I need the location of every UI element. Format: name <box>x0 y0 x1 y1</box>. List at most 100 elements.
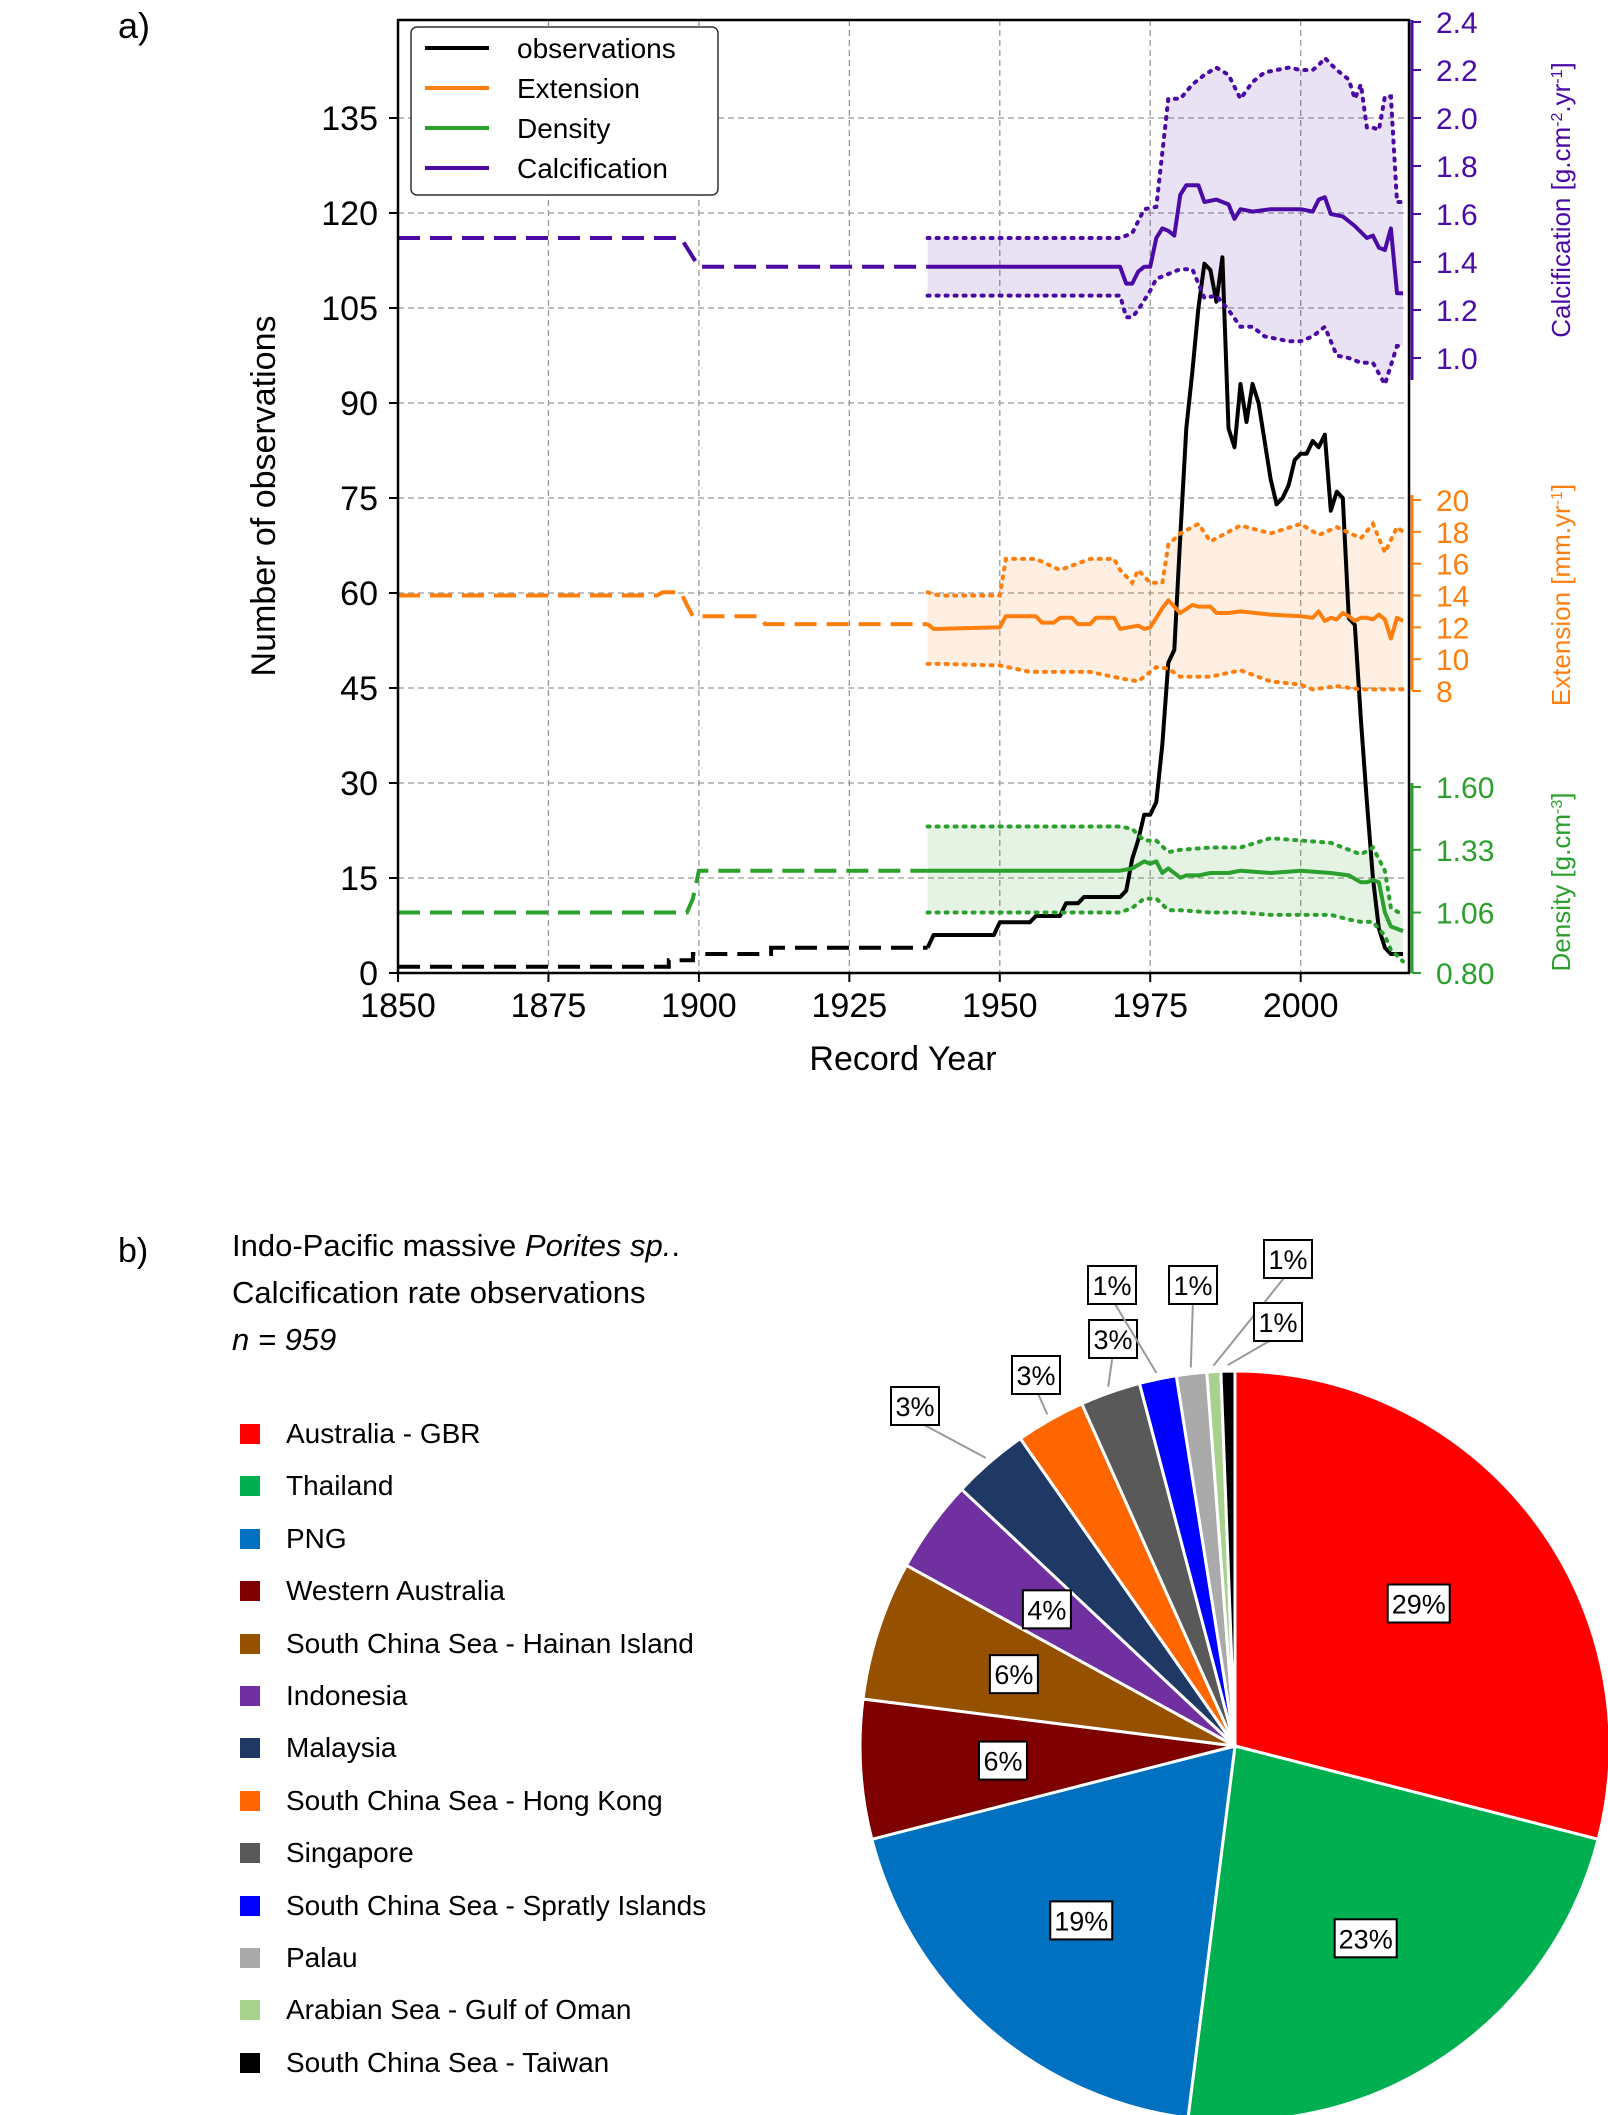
pie-leader-line <box>1111 1298 1158 1374</box>
panel-b-label: b) <box>118 1232 148 1270</box>
pie-legend-label: Western Australia <box>286 1575 505 1607</box>
x-tick-label: 1975 <box>1112 987 1188 1025</box>
extension-axis-title: Extension [mm.yr-1] <box>1546 484 1576 706</box>
density-tick-label: 1.06 <box>1436 898 1494 931</box>
extension-line <box>926 598 1404 641</box>
pie-legend-swatch <box>240 1895 260 1916</box>
density-dashed-line <box>398 868 928 915</box>
calcification-tick-label: 1.6 <box>1436 199 1478 232</box>
x-tick-label: 1875 <box>511 987 587 1025</box>
pie-title-line2: Calcification rate observations <box>232 1275 646 1310</box>
pie-legend-label: Palau <box>286 1942 358 1973</box>
pie-label: 1% <box>1173 1271 1212 1301</box>
pie-legend-label: South China Sea - Hong Kong <box>286 1784 663 1816</box>
y-tick-label: 120 <box>321 195 378 233</box>
pie-label-box <box>890 1386 940 1426</box>
legend-label: Density <box>517 113 610 144</box>
pie-title-text: Indo-Pacific massive <box>232 1228 517 1263</box>
legend-label: Extension <box>517 73 640 104</box>
pie-legend-item: Australia - GBR <box>240 1418 481 1450</box>
pie-chart <box>858 1369 1608 2115</box>
pie-legend-swatch <box>240 1790 260 1811</box>
pie-slice-western-australia <box>858 1697 1236 1842</box>
extension-tick-label: 8 <box>1436 676 1453 709</box>
plot-frame <box>396 18 1411 975</box>
pie-label-box <box>1253 1302 1303 1342</box>
density-tick-label: 1.60 <box>1436 772 1494 805</box>
pie-label: 3% <box>895 1392 934 1422</box>
pie-label: 19% <box>1054 1906 1108 1936</box>
pie-leader-line <box>914 1419 987 1459</box>
pie-legend-swatch <box>240 1843 260 1864</box>
pie-label-box <box>1168 1265 1218 1305</box>
pie-label-box <box>1333 1918 1398 1959</box>
pie-legend-label: Malaysia <box>286 1732 397 1764</box>
x-tick-label: 2000 <box>1263 987 1339 1025</box>
pie-label-box <box>988 1654 1039 1695</box>
pie-legend-swatch <box>240 2052 260 2073</box>
calcification-tick-label: 1.0 <box>1436 343 1478 376</box>
pie-legend-item: Western Australia <box>240 1575 505 1607</box>
calcification-tick-label: 2.2 <box>1436 55 1478 88</box>
pie-label: 6% <box>983 1747 1022 1777</box>
legend-box <box>410 26 719 196</box>
pie-legend-item: Thailand <box>240 1470 393 1502</box>
pie-label: 4% <box>1027 1595 1066 1625</box>
calcification-tick-label: 2.0 <box>1436 103 1478 136</box>
pie-label-box <box>1011 1355 1061 1395</box>
y-tick-label: 75 <box>340 480 378 518</box>
calcification-dashed-line <box>398 236 928 269</box>
pie-legend-label: Singapore <box>286 1837 414 1869</box>
pie-title-line1: Indo-Pacific massive Porites sp.. <box>232 1222 680 1269</box>
calcification-line <box>927 183 1403 296</box>
legend-label: Calcification <box>517 153 668 184</box>
pie-label: 3% <box>1093 1325 1132 1355</box>
x-tick-label: 1925 <box>812 987 888 1025</box>
pie-legend-swatch <box>240 2000 260 2021</box>
y-tick-label: 60 <box>340 575 378 613</box>
pie-label-box <box>1386 1583 1451 1624</box>
calcification-tick-label: 1.8 <box>1436 151 1478 184</box>
pie-slice-south-china-sea-taiwan <box>1219 1369 1237 1747</box>
legend: observations Extension Density Calcificatio… <box>410 26 719 196</box>
pie-title-end: . <box>671 1228 680 1263</box>
pie-legend-item: South China Sea - Spratly Islands <box>240 1890 706 1922</box>
pie-label-box <box>1263 1239 1313 1279</box>
pie-label: 1% <box>1092 1271 1131 1301</box>
pie-legend-label: Thailand <box>286 1470 394 1502</box>
calcification-band <box>927 58 1403 385</box>
calcification-tick-label: 1.2 <box>1436 295 1478 328</box>
pie-labels: 29% 23% 19% 6% 6% 4% 3% 3% 3% 1% 1% 1% 1% <box>890 1239 1451 1959</box>
y-tick-label: 45 <box>340 670 378 708</box>
pie-label-box <box>977 1740 1028 1781</box>
pie-legend-swatch <box>240 1476 260 1497</box>
pie-sample-size: n = 959 <box>232 1322 337 1357</box>
density-tick-label: 1.33 <box>1436 835 1494 868</box>
pie-legend-label: South China Sea - Taiwan <box>286 2046 610 2078</box>
pie-legend-swatch <box>240 1686 260 1706</box>
extension-tick-label: 12 <box>1436 612 1469 645</box>
pie-legend-item: Indonesia <box>240 1680 407 1712</box>
pie-legend-label: PNG <box>286 1522 347 1554</box>
pie-legend-swatch <box>240 1528 260 1549</box>
observations-line <box>925 255 1403 956</box>
pie-legend-label: Indonesia <box>286 1680 408 1711</box>
pie-label: 1% <box>1268 1245 1307 1275</box>
pie-legend-swatch <box>240 1581 260 1602</box>
pie-label: 3% <box>1016 1361 1055 1391</box>
calcification-lower-line <box>925 267 1405 390</box>
y-tick-label: 15 <box>340 860 378 898</box>
pie-title-italic: Porites sp. <box>524 1228 672 1263</box>
y-tick-label: 90 <box>340 385 378 423</box>
extension-tick-label: 14 <box>1436 580 1469 613</box>
pie-legend-label: Australia - GBR <box>286 1418 481 1449</box>
pie-legend-swatch <box>240 1424 260 1444</box>
x-tick-label: 1950 <box>962 987 1038 1025</box>
extension-dashed-line <box>398 590 928 627</box>
pie-label: 1% <box>1258 1308 1297 1338</box>
density-tick-label: 0.80 <box>1436 958 1494 991</box>
panel-a-label: a) <box>118 5 150 46</box>
y-axis-ticks: 0 15 30 45 60 75 90 105 120 135 <box>321 100 398 993</box>
extension-lower-line <box>925 661 1405 692</box>
